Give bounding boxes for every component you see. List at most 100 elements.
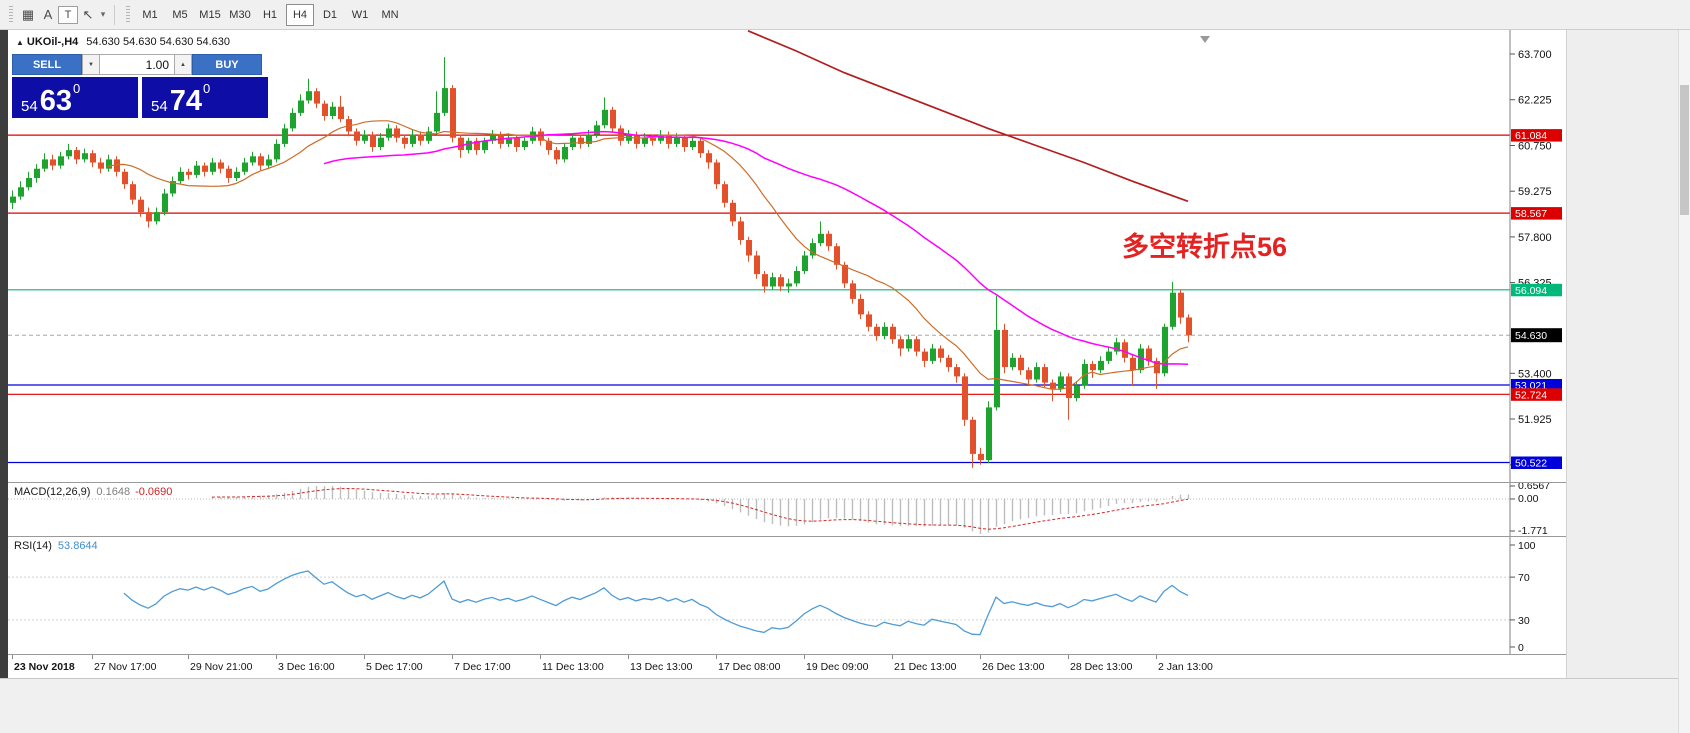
timeframe-button-h4[interactable]: H4 [286,3,314,26]
level-price-badge [1511,207,1562,220]
macd-axis-label: 0.6567 [1518,483,1550,492]
panel-separator[interactable] [8,482,1566,483]
price-tick-label: 57.800 [1518,232,1552,244]
price-tick-label: 53.400 [1518,368,1552,380]
annotation-text[interactable]: 多空转折点56 [1122,231,1287,262]
timeframe-button-group: M1 M5 M15 M30 H1 H4 D1 W1 MN [135,3,405,26]
rsi-axis-label: 0 [1518,642,1524,654]
time-axis-tick [804,655,805,659]
price-tick-label: 62.225 [1518,95,1552,107]
toolbar-grip-2[interactable] [126,6,130,23]
level-price-badge [1511,456,1562,469]
quote-header: ▲ UKOil-,H4 54.630 54.630 54.630 54.630 [16,36,230,48]
time-axis-tick [628,655,629,659]
macd-main-value: 0.1648 [96,486,131,498]
time-axis-label: 27 Nov 17:00 [94,661,157,673]
rsi-label: RSI(14) 53.8644 [14,540,98,552]
volume-decrease-button[interactable]: ▼ [82,54,100,75]
price-tick-label: 59.275 [1518,186,1552,198]
buy-price-superscript: 0 [202,81,211,96]
toolbar-grip[interactable] [9,6,13,23]
level-price-badge [1511,388,1562,401]
ma-mid-line [323,130,1189,365]
rsi-name: RSI(14) [14,540,52,552]
time-axis-tick [892,655,893,659]
volume-input[interactable] [100,54,174,75]
sell-button[interactable]: SELL [12,54,82,75]
time-axis-label: 3 Dec 16:00 [278,661,335,673]
rsi-indicator-panel: 100 70 30 0 RSI(14) 53.8644 [8,537,1566,654]
timeframe-button-m1[interactable]: M1 [136,4,164,26]
time-axis-tick [1156,655,1157,659]
panel-separator-2[interactable] [8,536,1566,537]
timeframe-button-d1[interactable]: D1 [316,4,344,26]
time-axis-label: 19 Dec 09:00 [806,661,869,673]
macd-name: MACD(12,26,9) [14,486,91,498]
timeframe-button-mn[interactable]: MN [376,4,404,26]
timeframe-button-h1[interactable]: H1 [256,4,284,26]
toolbar-separator [114,4,115,25]
time-axis-tick [276,655,277,659]
buy-price-display[interactable]: 54 74 0 [142,77,268,118]
svg-text:50.522: 50.522 [1515,458,1547,470]
macd-signal-value: -0.0690 [135,486,173,498]
symbol-period-label: UKOil-,H4 [26,36,79,48]
cursor-tool-icon[interactable]: ↖ [82,6,94,22]
timeframe-button-m5[interactable]: M5 [166,4,194,26]
time-axis-label: 5 Dec 17:00 [366,661,423,673]
rsi-axis-label: 70 [1518,572,1530,584]
buy-button[interactable]: BUY [192,54,262,75]
time-axis-tick [716,655,717,659]
sell-price-superscript: 0 [72,81,81,96]
time-axis-tick [980,655,981,659]
sell-price-big-digits: 63 [39,85,72,118]
time-axis-tick [92,655,93,659]
ma-fast-line [107,120,1189,390]
timeframe-button-w1[interactable]: W1 [346,4,374,26]
vertical-scrollbar[interactable] [1678,30,1690,733]
time-axis-label: 23 Nov 2018 [14,661,75,673]
price-tick-label: 60.750 [1518,141,1552,153]
timeframe-button-m15[interactable]: M15 [196,4,224,26]
scrollbar-handle[interactable] [1680,85,1689,215]
time-axis-tick [540,655,541,659]
time-axis-label: 11 Dec 13:00 [542,661,604,673]
rsi-line [123,570,1189,636]
left-edge-strip [0,30,8,733]
svg-text:56.094: 56.094 [1515,285,1547,297]
sell-price-display[interactable]: 54 63 0 [12,77,138,118]
ma-long-line [747,30,1189,203]
rsi-axis-label: 30 [1518,615,1530,627]
time-axis[interactable]: 23 Nov 2018 27 Nov 17:00 29 Nov 21:00 3 Dec… [8,655,1566,678]
time-axis-label: 26 Dec 13:00 [982,661,1045,673]
text-box-icon[interactable]: T [58,5,78,24]
one-click-trading-panel: SELL ▼ ▲ BUY 54 63 0 54 74 0 [12,54,268,118]
time-axis-tick [364,655,365,659]
level-price-badge [1511,129,1562,142]
right-margin-area [1566,30,1678,678]
collapse-arrow-icon[interactable]: ▲ [16,38,24,47]
rsi-axis-label: 100 [1518,540,1536,552]
rsi-value: 53.8644 [57,540,98,552]
macd-signal-line [211,487,1189,530]
tick-chart-icon[interactable]: ▦ [21,6,35,22]
volume-increase-button[interactable]: ▲ [174,54,192,75]
macd-label: MACD(12,26,9) 0.1648 -0.0690 [14,486,172,498]
sell-price-prefix: 54 [21,98,38,115]
time-axis-tick [1068,655,1069,659]
bottom-margin-area [0,678,1690,733]
level-price-badge [1511,283,1562,297]
time-axis-tick [188,655,189,659]
dropdown-caret-icon[interactable]: ▾ [100,9,106,19]
time-axis-label: 17 Dec 08:00 [718,661,781,673]
text-annotation-icon[interactable]: A [43,7,53,22]
macd-histogram [211,486,1190,534]
timeframe-button-m30[interactable]: M30 [226,4,254,26]
buy-price-prefix: 54 [151,98,168,115]
chart-shift-marker[interactable] [1200,36,1210,43]
svg-text:61.084: 61.084 [1515,130,1547,142]
time-axis-label: 2 Jan 13:00 [1158,661,1213,673]
current-price-badge [1511,328,1562,343]
panel-separator-3[interactable] [8,654,1566,655]
